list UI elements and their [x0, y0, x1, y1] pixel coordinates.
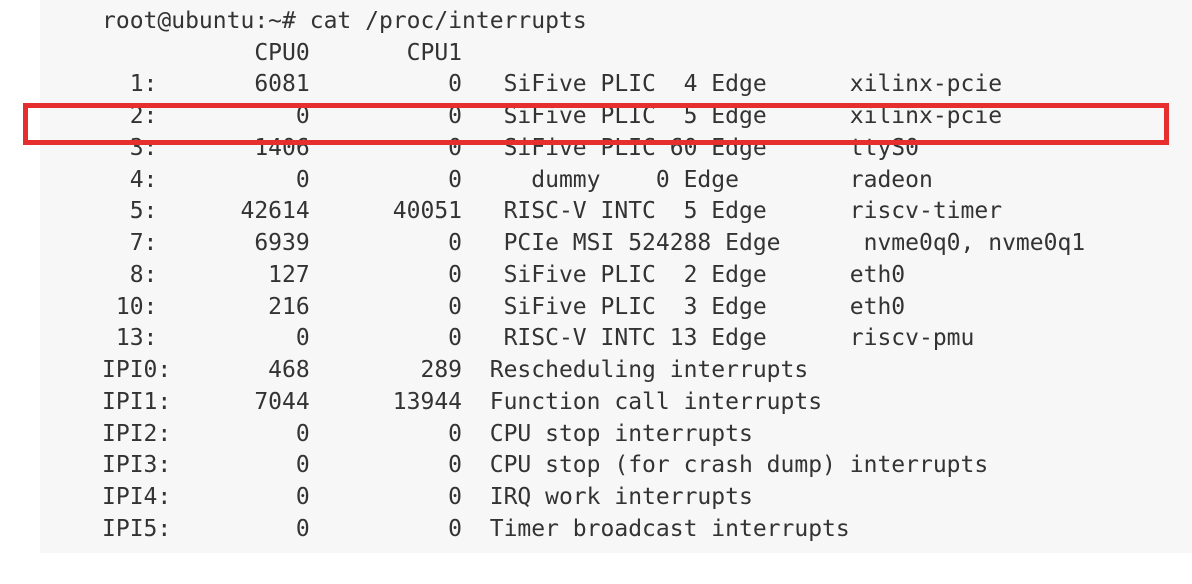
ipi-row: IPI4: 0 0 IRQ work interrupts — [40, 482, 1192, 514]
ipi-row: IPI5: 0 0 Timer broadcast interrupts — [40, 514, 1192, 546]
ipi-row: IPI3: 0 0 CPU stop (for crash dump) inte… — [40, 450, 1192, 482]
shell-prompt: root@ubuntu:~# — [102, 8, 310, 34]
interrupt-rows: 1: 6081 0 SiFive PLIC 4 Edge xilinx-pcie… — [40, 69, 1192, 355]
irq-row: 3: 1406 0 SiFive PLIC 60 Edge ttyS0 — [40, 133, 1192, 165]
prompt-line: root@ubuntu:~# cat /proc/interrupts — [40, 6, 1192, 38]
irq-row: 10: 216 0 SiFive PLIC 3 Edge eth0 — [40, 292, 1192, 324]
irq-row: 4: 0 0 dummy 0 Edge radeon — [40, 165, 1192, 197]
header-line: CPU0 CPU1 — [40, 38, 1192, 70]
terminal-output: root@ubuntu:~# cat /proc/interrupts CPU0… — [40, 0, 1192, 553]
ipi-rows: IPI0: 468 289 Rescheduling interruptsIPI… — [40, 355, 1192, 545]
irq-row: 13: 0 0 RISC-V INTC 13 Edge riscv-pmu — [40, 323, 1192, 355]
irq-row: 5: 42614 40051 RISC-V INTC 5 Edge riscv-… — [40, 196, 1192, 228]
irq-row: 7: 6939 0 PCIe MSI 524288 Edge nvme0q0, … — [40, 228, 1192, 260]
irq-row: 1: 6081 0 SiFive PLIC 4 Edge xilinx-pcie — [40, 69, 1192, 101]
ipi-row: IPI0: 468 289 Rescheduling interrupts — [40, 355, 1192, 387]
ipi-row: IPI1: 7044 13944 Function call interrupt… — [40, 387, 1192, 419]
irq-row: 2: 0 0 SiFive PLIC 5 Edge xilinx-pcie — [40, 101, 1192, 133]
ipi-row: IPI2: 0 0 CPU stop interrupts — [40, 419, 1192, 451]
irq-row: 8: 127 0 SiFive PLIC 2 Edge eth0 — [40, 260, 1192, 292]
shell-command: cat /proc/interrupts — [310, 8, 587, 34]
